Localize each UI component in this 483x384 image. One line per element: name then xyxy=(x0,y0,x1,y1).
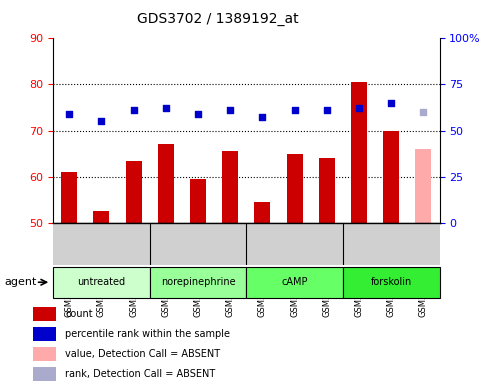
Bar xyxy=(255,202,270,223)
Bar xyxy=(319,158,335,223)
Text: value, Detection Call = ABSENT: value, Detection Call = ABSENT xyxy=(65,349,220,359)
FancyBboxPatch shape xyxy=(53,266,150,298)
Text: norepinephrine: norepinephrine xyxy=(161,277,235,287)
Bar xyxy=(351,82,367,223)
Text: rank, Detection Call = ABSENT: rank, Detection Call = ABSENT xyxy=(65,369,215,379)
Bar xyxy=(222,151,238,223)
Text: count: count xyxy=(65,309,93,319)
Text: cAMP: cAMP xyxy=(282,277,308,287)
Bar xyxy=(126,161,142,223)
Text: GDS3702 / 1389192_at: GDS3702 / 1389192_at xyxy=(137,12,298,25)
Bar xyxy=(33,327,56,341)
Point xyxy=(130,107,138,113)
Point xyxy=(291,107,298,113)
Bar xyxy=(33,367,56,381)
Bar xyxy=(61,172,77,223)
Bar xyxy=(190,179,206,223)
Bar xyxy=(158,144,174,223)
Point xyxy=(323,107,331,113)
Bar xyxy=(93,211,110,223)
Text: percentile rank within the sample: percentile rank within the sample xyxy=(65,329,230,339)
Text: forskolin: forskolin xyxy=(370,277,412,287)
Point xyxy=(65,111,73,118)
Bar xyxy=(286,154,303,223)
Bar xyxy=(33,347,56,361)
FancyBboxPatch shape xyxy=(150,266,246,298)
Point xyxy=(98,118,105,124)
Text: untreated: untreated xyxy=(77,277,126,287)
Point xyxy=(355,104,363,111)
Point xyxy=(162,104,170,111)
Text: agent: agent xyxy=(5,277,37,287)
Point xyxy=(194,111,202,118)
FancyBboxPatch shape xyxy=(343,266,440,298)
Bar xyxy=(383,131,399,223)
Point xyxy=(227,107,234,113)
Bar xyxy=(33,307,56,321)
Point xyxy=(258,114,266,120)
Point xyxy=(420,109,427,115)
Bar xyxy=(415,149,431,223)
FancyBboxPatch shape xyxy=(246,266,343,298)
Point xyxy=(387,100,395,106)
